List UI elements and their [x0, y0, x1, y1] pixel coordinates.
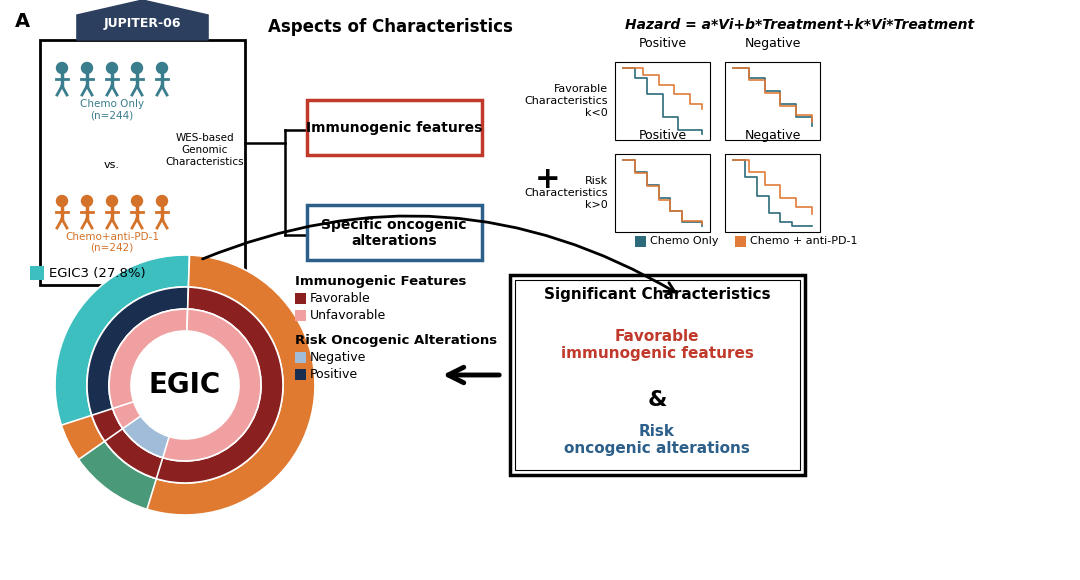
Bar: [295, 310, 306, 321]
Text: Risk
Characteristics
k>0: Risk Characteristics k>0: [525, 176, 608, 209]
Bar: [295, 293, 306, 304]
Wedge shape: [92, 287, 283, 483]
Circle shape: [107, 63, 118, 74]
Text: Positive: Positive: [310, 368, 359, 381]
Bar: [295, 369, 306, 380]
Bar: [615, 154, 710, 232]
Text: Significant Characteristics: Significant Characteristics: [543, 288, 770, 303]
Text: JUPITER-06: JUPITER-06: [104, 16, 181, 30]
Text: (n=244): (n=244): [91, 110, 134, 120]
Circle shape: [56, 63, 67, 74]
Text: Favorable
Characteristics
k<0: Favorable Characteristics k<0: [525, 85, 608, 118]
Bar: [295, 352, 306, 363]
Bar: [725, 62, 820, 140]
Text: Unfavorable: Unfavorable: [310, 309, 387, 322]
Text: EGIC3 (27.8%): EGIC3 (27.8%): [49, 266, 146, 280]
Text: Hazard = a*Vi+b*Treatment+k*Vi*Treatment: Hazard = a*Vi+b*Treatment+k*Vi*Treatment: [625, 18, 974, 32]
Text: Chemo Only: Chemo Only: [650, 237, 718, 246]
Bar: [515, 280, 800, 470]
Wedge shape: [55, 255, 189, 459]
Circle shape: [107, 195, 118, 206]
Circle shape: [157, 195, 167, 206]
Text: vs.: vs.: [104, 160, 120, 170]
Text: Chemo+anti-PD-1: Chemo+anti-PD-1: [65, 232, 159, 242]
FancyArrowPatch shape: [203, 216, 675, 292]
Text: Favorable
immunogenic features: Favorable immunogenic features: [561, 329, 754, 361]
Wedge shape: [123, 416, 170, 458]
Circle shape: [81, 63, 93, 74]
Text: Risk
oncogenic alterations: Risk oncogenic alterations: [564, 424, 750, 456]
Text: Negative: Negative: [744, 129, 800, 142]
Bar: [635, 236, 646, 247]
Circle shape: [132, 195, 143, 206]
Text: +: +: [536, 165, 561, 194]
Text: A: A: [15, 12, 30, 31]
Text: Positive: Positive: [638, 37, 687, 50]
FancyArrowPatch shape: [448, 367, 499, 383]
Bar: [615, 62, 710, 140]
Polygon shape: [77, 0, 208, 40]
Wedge shape: [109, 309, 188, 429]
Text: Negative: Negative: [744, 37, 800, 50]
Text: Immunogenic features: Immunogenic features: [306, 121, 482, 135]
Text: EGIC: EGIC: [149, 371, 221, 399]
Wedge shape: [62, 255, 315, 515]
Wedge shape: [79, 441, 157, 509]
Bar: [735, 236, 746, 247]
Text: Specific oncogenic
alterations: Specific oncogenic alterations: [321, 218, 467, 248]
Text: Aspects of Characteristics: Aspects of Characteristics: [268, 18, 512, 36]
Text: (n=242): (n=242): [91, 243, 134, 253]
Bar: [40, 40, 245, 285]
Circle shape: [157, 63, 167, 74]
Text: Chemo Only: Chemo Only: [80, 99, 144, 109]
Wedge shape: [105, 429, 163, 478]
Bar: [30, 266, 44, 280]
Text: Favorable: Favorable: [310, 292, 370, 305]
Wedge shape: [87, 287, 188, 441]
Text: &: &: [647, 390, 666, 410]
Circle shape: [132, 63, 143, 74]
Bar: [307, 205, 482, 260]
Circle shape: [56, 195, 67, 206]
Wedge shape: [112, 309, 261, 461]
Text: WES-based
Genomic
Characteristics: WES-based Genomic Characteristics: [165, 133, 244, 166]
Circle shape: [133, 333, 237, 437]
Text: Negative: Negative: [310, 351, 366, 364]
Text: Chemo + anti-PD-1: Chemo + anti-PD-1: [750, 237, 858, 246]
Text: Immunogenic Features: Immunogenic Features: [295, 275, 467, 288]
Circle shape: [81, 195, 93, 206]
Bar: [510, 275, 805, 475]
Bar: [307, 100, 482, 155]
Bar: [725, 154, 820, 232]
Text: Risk Oncogenic Alterations: Risk Oncogenic Alterations: [295, 334, 497, 347]
Text: Positive: Positive: [638, 129, 687, 142]
